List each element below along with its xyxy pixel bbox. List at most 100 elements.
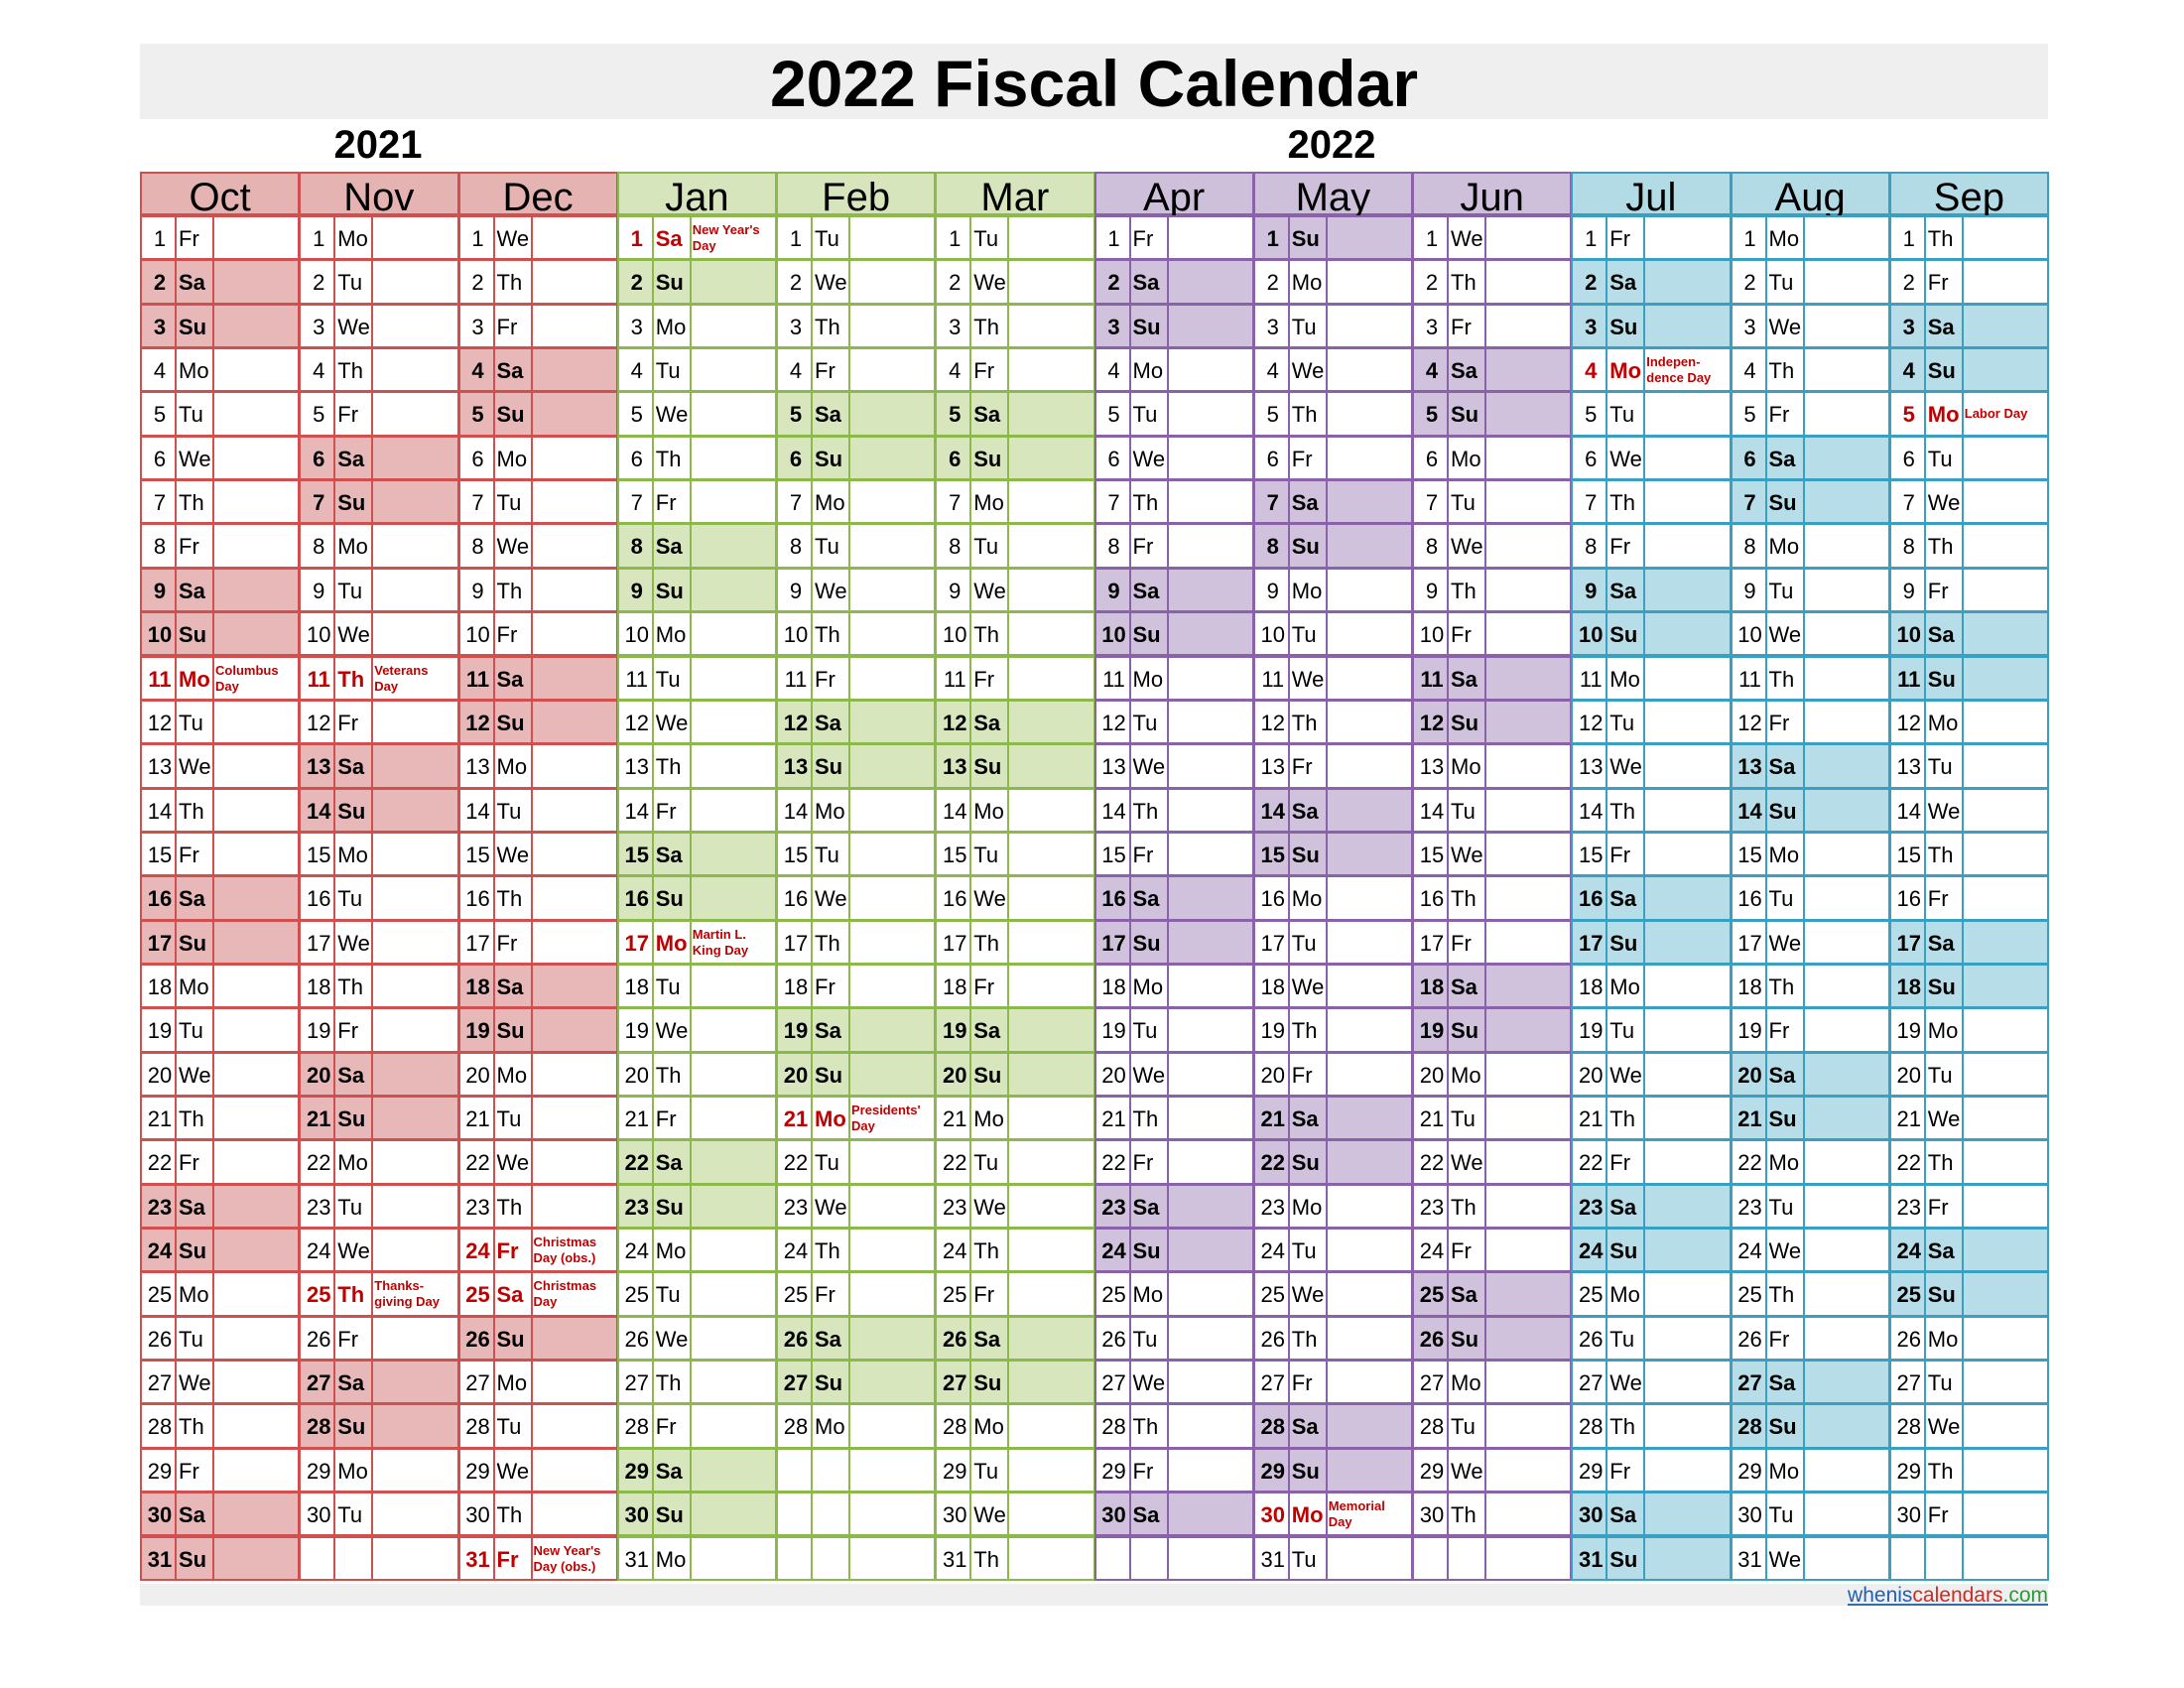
day-cell: 8 Fr (1093, 523, 1254, 569)
weekday-label: Mo (179, 974, 209, 999)
day-number: 14 (1737, 798, 1762, 824)
cell-divider (1287, 1493, 1290, 1535)
day-cell: 23 Sa (140, 1183, 301, 1230)
cell-divider (492, 1317, 495, 1360)
weekday-label: Sa (337, 1062, 365, 1088)
day-number: 25 (1737, 1282, 1762, 1308)
weekday-label: Tu (1927, 1062, 1953, 1088)
cell-divider (1007, 613, 1010, 655)
cell-divider (1325, 481, 1328, 523)
weekday-label: Tu (1609, 402, 1635, 428)
cell-divider (848, 1405, 850, 1447)
day-cell: 25 Mo (1571, 1271, 1732, 1317)
weekday-label: Fr (337, 1326, 359, 1352)
day-cell: 24 Fr (1412, 1228, 1573, 1273)
cell-divider (1643, 1053, 1646, 1095)
weekday-label: Fr (1768, 1326, 1790, 1352)
day-number: 9 (789, 578, 803, 603)
cell-divider (175, 1230, 177, 1271)
cell-divider (689, 1493, 692, 1535)
day-number: 16 (943, 886, 967, 912)
cell-divider (1166, 921, 1169, 963)
weekday-label: Mo (1768, 842, 1800, 867)
day-cell: 27 Sa (299, 1360, 459, 1405)
day-cell: 30 We (935, 1492, 1095, 1537)
credit-link[interactable]: wheniscalendars.com (1848, 1584, 2048, 1607)
cell-divider (651, 481, 654, 523)
day-number: 24 (783, 1238, 809, 1264)
day-number: 14 (1260, 798, 1285, 824)
cell-divider (1802, 1141, 1805, 1183)
weekday-label: Sa (1927, 314, 1955, 339)
cell-divider (1325, 789, 1328, 831)
cell-divider (1764, 1317, 1767, 1360)
day-cell: 29 Tu (935, 1447, 1095, 1493)
cell-divider (1447, 1537, 1449, 1579)
day-number: 6 (1743, 446, 1756, 471)
cell-divider (1764, 701, 1767, 743)
cell-divider (212, 1493, 214, 1535)
cell-divider (1447, 1405, 1449, 1447)
day-cell: 29 Mo (299, 1447, 459, 1493)
day-cell: 26 Sa (776, 1315, 937, 1362)
cell-divider (1923, 1098, 1926, 1139)
day-cell: 24 Fr Christmas Day (obs.) (457, 1228, 618, 1273)
cell-divider (175, 305, 177, 347)
day-number: 24 (1260, 1238, 1285, 1264)
day-number: 21 (307, 1106, 331, 1131)
weekday-label: Sa (1451, 666, 1477, 692)
day-cell: 16 Sa (1093, 875, 1254, 921)
weekday-label: Mo (496, 446, 528, 471)
day-cell: 11 Fr (776, 655, 937, 701)
day-number: 22 (624, 1150, 649, 1176)
cell-divider (1166, 1009, 1169, 1051)
cell-divider (969, 1273, 972, 1315)
day-number: 18 (307, 974, 331, 999)
weekday-label: Th (496, 1502, 523, 1528)
day-number: 19 (1260, 1018, 1285, 1044)
cell-divider (492, 1185, 495, 1228)
cell-divider (1128, 481, 1131, 523)
weekday-label: Sa (815, 1326, 841, 1352)
day-number: 3 (313, 314, 325, 339)
weekday-label: Th (1451, 1502, 1477, 1528)
day-number: 26 (783, 1326, 809, 1352)
cell-divider (651, 745, 654, 787)
cell-divider (811, 437, 813, 479)
day-number: 10 (1737, 622, 1762, 648)
cell-divider (1484, 833, 1486, 875)
cell-divider (1643, 569, 1646, 611)
day-cell: 14 We (1888, 787, 2049, 833)
weekday-label: Tu (1927, 754, 1953, 780)
day-number: 8 (1585, 534, 1598, 560)
day-number: 27 (1737, 1370, 1762, 1396)
day-number: 14 (1579, 798, 1604, 824)
weekday-label: We (1609, 1062, 1642, 1088)
month-header-aug: Aug (1730, 172, 1890, 219)
cell-divider (175, 1362, 177, 1403)
day-number: 22 (465, 1150, 490, 1176)
day-cell: 29 Fr (1571, 1447, 1732, 1493)
cell-divider (1325, 349, 1328, 391)
day-number: 24 (1419, 1238, 1445, 1264)
day-number: 15 (307, 842, 331, 867)
cell-divider (651, 1405, 654, 1447)
weekday-label: Su (1451, 710, 1479, 735)
cell-divider (1961, 1449, 1964, 1492)
day-number: 7 (1266, 490, 1279, 516)
cell-divider (1961, 525, 1964, 567)
cell-divider (969, 305, 972, 347)
day-cell: 18 Sa (457, 963, 618, 1009)
month-header-may: May (1252, 172, 1413, 219)
day-number: 5 (1902, 402, 1915, 428)
cell-divider (1643, 349, 1646, 391)
day-cell: 9 Th (1412, 567, 1573, 613)
day-number: 9 (630, 578, 643, 603)
cell-divider (1643, 1273, 1646, 1315)
day-number: 11 (1897, 666, 1921, 692)
day-cell: 25 Fr (935, 1271, 1095, 1317)
cell-divider (1287, 569, 1290, 611)
cell-divider (689, 393, 692, 435)
day-number: 15 (943, 842, 967, 867)
cell-divider (651, 921, 654, 963)
